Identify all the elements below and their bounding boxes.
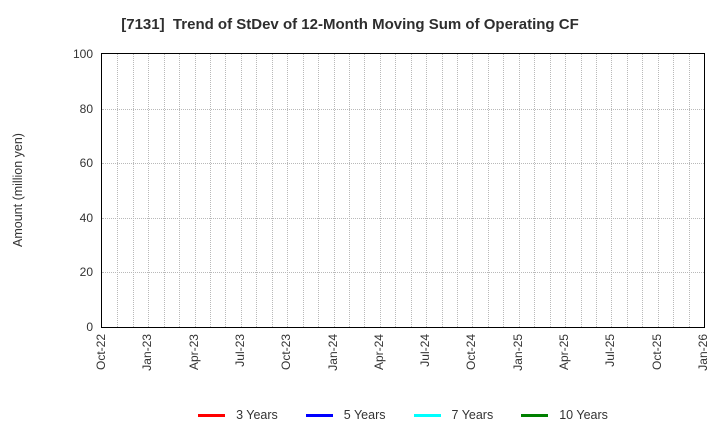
- gridline-vertical: [426, 54, 428, 327]
- x-tick-label: Jan-23: [140, 334, 155, 371]
- chart-title: [7131] Trend of StDev of 12-Month Moving…: [121, 16, 579, 33]
- gridline-vertical: [595, 54, 597, 327]
- x-tick-label: Jul-23: [232, 334, 247, 367]
- gridline-vertical: [395, 54, 397, 327]
- gridline-horizontal: [102, 217, 704, 219]
- gridline-vertical: [626, 54, 628, 327]
- gridline-vertical: [534, 54, 536, 327]
- y-tick-label: 40: [79, 210, 93, 225]
- gridline-vertical: [117, 54, 119, 327]
- legend: 3 Years 5 Years 7 Years 10 Years: [101, 404, 705, 426]
- y-tick-label: 60: [79, 156, 93, 171]
- legend-item-7-years: 7 Years: [413, 408, 494, 422]
- legend-item-3-years: 3 Years: [198, 408, 278, 422]
- gridline-vertical: [318, 54, 320, 327]
- gridline-vertical: [410, 54, 412, 327]
- y-tick-label: 20: [79, 265, 93, 280]
- legend-line-swatch: [521, 413, 549, 417]
- gridline-vertical: [225, 54, 227, 327]
- y-tick-label: 100: [72, 47, 93, 61]
- legend-label: 10 Years: [559, 408, 608, 422]
- gridline-vertical: [348, 54, 350, 327]
- y-axis-label: Amount (million yen): [11, 133, 25, 247]
- x-tick-label: Oct-22: [94, 334, 108, 371]
- legend-label: 5 Years: [343, 408, 386, 422]
- legend-line-swatch: [413, 413, 441, 417]
- legend-line-swatch: [305, 413, 333, 417]
- x-tick-label: Oct-24: [464, 334, 479, 371]
- gridline-vertical: [302, 54, 304, 327]
- gridline-vertical: [565, 54, 567, 327]
- gridline-vertical: [657, 54, 659, 327]
- gridline-vertical: [364, 54, 366, 327]
- x-tick-label: Jan-24: [325, 334, 340, 371]
- gridline-vertical: [333, 54, 335, 327]
- gridline-vertical: [503, 54, 505, 327]
- legend-item-5-years: 5 Years: [305, 408, 386, 422]
- gridline-vertical: [472, 54, 474, 327]
- gridline-horizontal: [102, 108, 704, 110]
- gridline-vertical: [441, 54, 443, 327]
- x-tick-label: Oct-25: [649, 334, 664, 371]
- x-tick-label: Jan-25: [510, 334, 525, 371]
- gridline-vertical: [549, 54, 551, 327]
- y-tick-label: 0: [86, 320, 93, 334]
- gridline-vertical: [487, 54, 489, 327]
- legend-item-10-years: 10 Years: [521, 408, 608, 422]
- gridline-vertical: [457, 54, 459, 327]
- gridline-vertical: [148, 54, 150, 327]
- x-tick-label: Oct-23: [279, 334, 294, 371]
- x-tick-label: Apr-23: [186, 334, 201, 371]
- gridline-vertical: [240, 54, 242, 327]
- gridline-vertical: [210, 54, 212, 327]
- gridline-vertical: [256, 54, 258, 327]
- gridline-vertical: [379, 54, 381, 327]
- gridline-vertical: [132, 54, 134, 327]
- x-tick-label: Jul-24: [418, 334, 433, 367]
- x-tick-label: Jul-25: [603, 334, 618, 367]
- x-tick-label: Apr-24: [371, 334, 386, 371]
- legend-label: 3 Years: [236, 408, 278, 422]
- gridline-vertical: [163, 54, 165, 327]
- gridline-vertical: [179, 54, 181, 327]
- gridline-vertical: [673, 54, 675, 327]
- x-tick-label: Jan-26: [696, 334, 710, 371]
- x-tick-label: Apr-25: [557, 334, 572, 371]
- gridline-horizontal: [102, 272, 704, 274]
- gridline-vertical: [611, 54, 613, 327]
- y-tick-label: 80: [79, 101, 93, 116]
- gridline-vertical: [287, 54, 289, 327]
- legend-label: 7 Years: [451, 408, 494, 422]
- gridline-vertical: [271, 54, 273, 327]
- gridline-vertical: [194, 54, 196, 327]
- legend-line-swatch: [198, 413, 226, 417]
- gridline-vertical: [642, 54, 644, 327]
- gridline-horizontal: [102, 163, 704, 165]
- gridline-vertical: [518, 54, 520, 327]
- plot-area: [101, 53, 705, 328]
- gridline-vertical: [580, 54, 582, 327]
- gridline-vertical: [688, 54, 690, 327]
